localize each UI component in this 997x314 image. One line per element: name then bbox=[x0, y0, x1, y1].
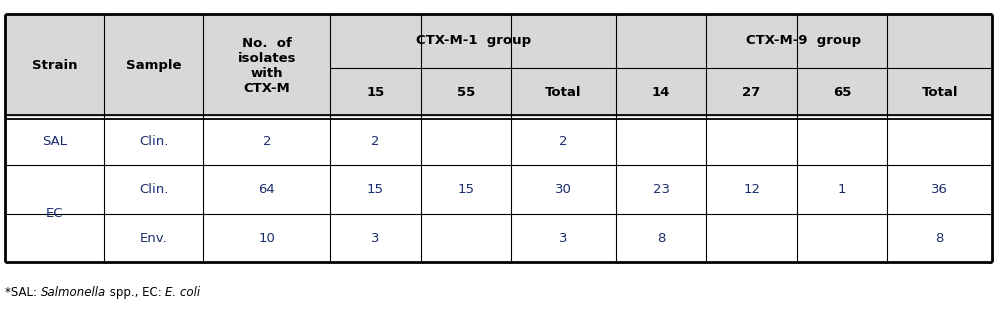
Text: Env.: Env. bbox=[140, 231, 167, 245]
Text: 10: 10 bbox=[258, 231, 275, 245]
Text: 23: 23 bbox=[653, 183, 670, 196]
Text: 1: 1 bbox=[837, 183, 846, 196]
Text: Clin.: Clin. bbox=[140, 183, 168, 196]
Text: Sample: Sample bbox=[126, 59, 181, 72]
Text: 65: 65 bbox=[832, 86, 851, 99]
Text: CTX-M-1  group: CTX-M-1 group bbox=[416, 35, 530, 47]
Text: CTX-M-9  group: CTX-M-9 group bbox=[747, 35, 861, 47]
Text: spp., EC:: spp., EC: bbox=[106, 285, 166, 299]
Text: Total: Total bbox=[921, 86, 958, 99]
Text: 3: 3 bbox=[371, 231, 380, 245]
Text: 15: 15 bbox=[367, 86, 385, 99]
Text: Salmonella: Salmonella bbox=[41, 285, 106, 299]
Text: 64: 64 bbox=[258, 183, 275, 196]
Text: EC: EC bbox=[46, 207, 64, 220]
Text: *SAL:: *SAL: bbox=[5, 285, 41, 299]
Text: 15: 15 bbox=[367, 183, 384, 196]
Text: 36: 36 bbox=[931, 183, 948, 196]
Text: No.  of
isolates
with
CTX-M: No. of isolates with CTX-M bbox=[237, 37, 296, 95]
Text: 2: 2 bbox=[559, 135, 568, 148]
Text: 8: 8 bbox=[935, 231, 944, 245]
Text: 30: 30 bbox=[555, 183, 572, 196]
Text: Strain: Strain bbox=[32, 59, 78, 72]
Text: 3: 3 bbox=[559, 231, 568, 245]
Text: E. coli: E. coli bbox=[166, 285, 200, 299]
Text: 8: 8 bbox=[657, 231, 665, 245]
Text: SAL: SAL bbox=[42, 135, 67, 148]
Text: 2: 2 bbox=[262, 135, 271, 148]
Text: 2: 2 bbox=[371, 135, 380, 148]
Text: 27: 27 bbox=[743, 86, 761, 99]
Bar bbox=[5, 14, 992, 117]
Text: 15: 15 bbox=[458, 183, 475, 196]
Text: 14: 14 bbox=[652, 86, 670, 99]
Text: 12: 12 bbox=[743, 183, 760, 196]
Text: 55: 55 bbox=[457, 86, 476, 99]
Text: Total: Total bbox=[545, 86, 582, 99]
Text: Clin.: Clin. bbox=[140, 135, 168, 148]
